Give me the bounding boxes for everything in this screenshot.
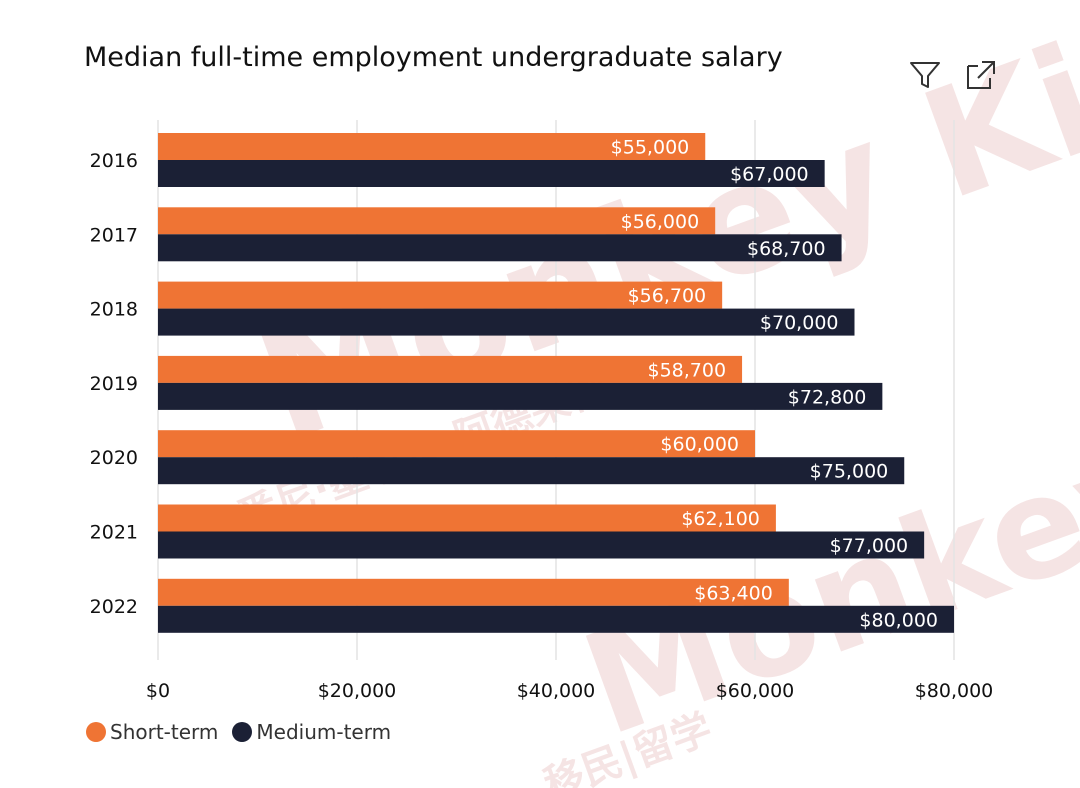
data-label: $68,700 [747,238,826,260]
data-label: $80,000 [859,609,938,631]
bar-medium-term[interactable] [158,234,842,262]
y-category-label: 2022 [90,596,138,618]
legend-label-short-term: Short-term [110,720,219,744]
bar-medium-term[interactable] [158,382,883,410]
data-label: $60,000 [660,434,739,456]
labels: $0 $20,000 $40,000 $60,000 $80,000 2016 $55,00… [90,137,994,703]
bar-short-term[interactable] [158,133,706,160]
data-label: $67,000 [730,164,809,186]
bar-short-term[interactable] [158,281,723,309]
data-label: $62,100 [681,508,760,530]
legend: Short-term Medium-term [86,720,391,744]
bar-short-term[interactable] [158,207,716,235]
y-category-label: 2019 [90,373,138,395]
data-label: $72,800 [788,386,867,408]
filter-icon[interactable] [908,58,942,92]
x-tick-label: $20,000 [318,680,397,702]
y-category-label: 2016 [90,150,138,172]
bar-medium-term[interactable] [158,531,925,559]
data-label: $77,000 [830,535,909,557]
data-label: $55,000 [611,137,690,159]
bar-short-term[interactable] [158,578,789,606]
legend-label-medium-term: Medium-term [256,720,392,744]
data-label: $63,400 [694,582,773,604]
focus-mode-icon[interactable] [964,58,998,92]
bar-medium-term[interactable] [158,605,954,633]
bar-medium-term[interactable] [158,160,825,187]
y-category-label: 2017 [90,224,138,246]
data-label: $70,000 [760,312,839,334]
x-tick-label: $80,000 [915,680,994,702]
data-label: $56,000 [621,211,700,233]
x-tick-label: $0 [146,680,170,702]
data-label: $75,000 [810,461,889,483]
bar-medium-term[interactable] [158,457,905,485]
x-tick-label: $60,000 [716,680,795,702]
bar-short-term[interactable] [158,504,776,532]
bars [158,133,954,633]
legend-swatch-medium-term [232,722,253,742]
legend-item-medium-term[interactable]: Medium-term [232,720,391,744]
x-tick-label: $40,000 [517,680,596,702]
chart-title: Median full-time employment undergraduat… [84,42,783,73]
legend-item-short-term[interactable]: Short-term [86,720,218,744]
y-category-label: 2020 [90,447,138,469]
data-label: $58,700 [647,359,726,381]
y-category-label: 2021 [90,522,138,544]
data-label: $56,700 [628,285,707,307]
legend-swatch-short-term [86,722,106,742]
y-category-label: 2018 [90,299,138,321]
bar-medium-term[interactable] [158,308,855,336]
bar-short-term[interactable] [158,430,755,458]
bar-short-term[interactable] [158,355,743,383]
